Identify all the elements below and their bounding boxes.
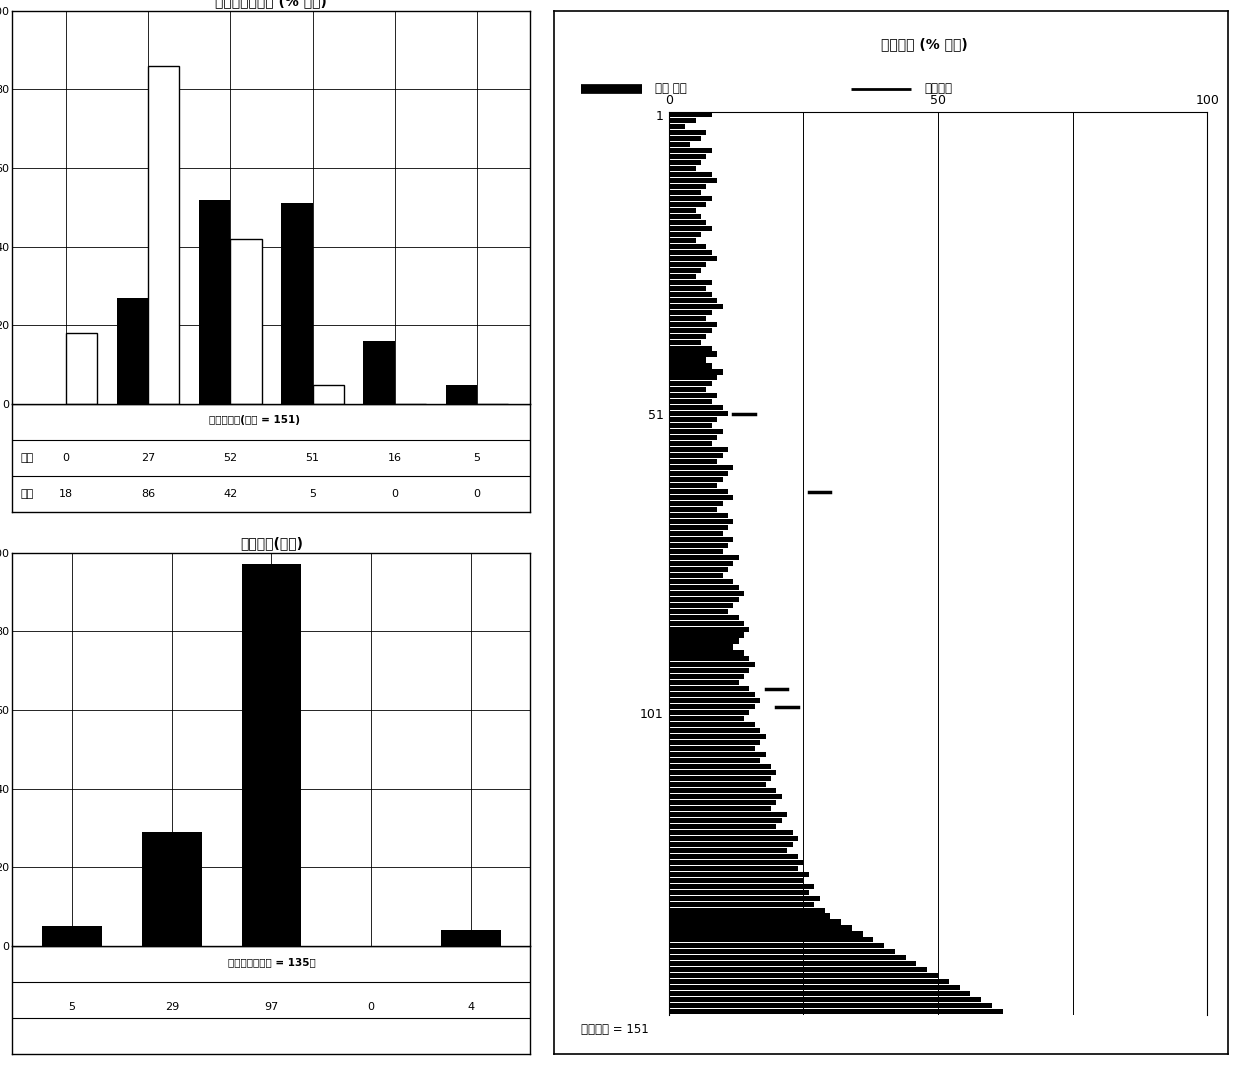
- Text: 97: 97: [264, 1002, 279, 1013]
- Text: 测至底部 = 151: 测至底部 = 151: [582, 1022, 649, 1035]
- Text: 腐蚀: 腐蚀: [21, 454, 33, 463]
- Bar: [242, 564, 301, 946]
- Bar: [445, 384, 477, 405]
- Bar: [148, 66, 180, 405]
- Bar: [42, 927, 102, 946]
- Bar: [66, 333, 97, 405]
- Text: 损坏概况 (% 壁厚): 损坏概况 (% 壁厚): [882, 37, 968, 51]
- Text: 5: 5: [474, 454, 480, 463]
- Text: 52: 52: [223, 454, 237, 463]
- Text: 0: 0: [474, 490, 480, 499]
- Text: 损伤山柱数（总 = 135）: 损伤山柱数（总 = 135）: [227, 957, 315, 967]
- Text: 29: 29: [165, 1002, 179, 1013]
- Text: 86: 86: [141, 490, 155, 499]
- Text: 18: 18: [58, 490, 73, 499]
- Text: 山柱分析数(总数 = 151): 山柱分析数(总数 = 151): [210, 415, 300, 425]
- Bar: [312, 384, 343, 405]
- Bar: [141, 832, 202, 946]
- Text: 0: 0: [392, 490, 398, 499]
- Bar: [117, 298, 148, 405]
- Bar: [200, 199, 231, 405]
- Bar: [281, 203, 312, 405]
- Text: 金属损失: 金属损失: [925, 82, 952, 96]
- Text: 0: 0: [62, 454, 69, 463]
- Bar: [363, 341, 394, 405]
- Text: 5: 5: [309, 490, 316, 499]
- Bar: [231, 239, 262, 405]
- Bar: [440, 931, 501, 946]
- Text: 0: 0: [367, 1002, 374, 1013]
- Text: 27: 27: [141, 454, 155, 463]
- Text: 16: 16: [388, 454, 402, 463]
- Text: 51: 51: [305, 454, 320, 463]
- Text: 42: 42: [223, 490, 237, 499]
- Text: 腐蚀 主体: 腐蚀 主体: [655, 82, 687, 96]
- Text: 损失: 损失: [21, 490, 33, 499]
- Title: 损伤分析(主体): 损伤分析(主体): [239, 536, 303, 550]
- Text: 4: 4: [467, 1002, 474, 1013]
- Title: 腐蚀和金属损失 (% 壁厚): 腐蚀和金属损失 (% 壁厚): [216, 0, 327, 9]
- Text: 5: 5: [68, 1002, 76, 1013]
